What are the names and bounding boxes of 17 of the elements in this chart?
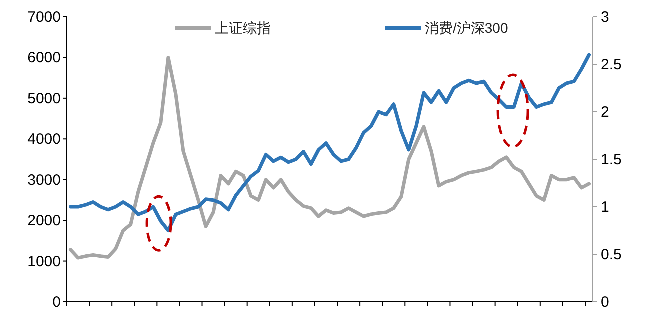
y-tick-label: 0 xyxy=(52,294,61,311)
y-tick-label: 7000 xyxy=(28,9,61,26)
y-tick-label: 5000 xyxy=(28,90,61,108)
y-tick-label: 4000 xyxy=(28,131,61,148)
legend-label: 消费/沪深300 xyxy=(425,20,508,36)
y2-tick-label: 0 xyxy=(601,294,610,311)
y2-tick-label: 1.5 xyxy=(601,152,622,168)
y2-tick-label: 0.5 xyxy=(601,246,622,264)
y2-tick-label: 2 xyxy=(601,104,610,121)
y-tick-label: 3000 xyxy=(28,172,61,189)
y2-tick-label: 1 xyxy=(601,199,610,216)
y-tick-label: 6000 xyxy=(28,50,61,67)
y-tick-label: 2000 xyxy=(28,212,61,230)
y-tick-label: 1000 xyxy=(28,253,61,270)
y2-tick-label: 3 xyxy=(601,9,610,26)
legend-label: 上证综指 xyxy=(215,20,271,36)
y2-tick-label: 2.5 xyxy=(601,56,622,74)
